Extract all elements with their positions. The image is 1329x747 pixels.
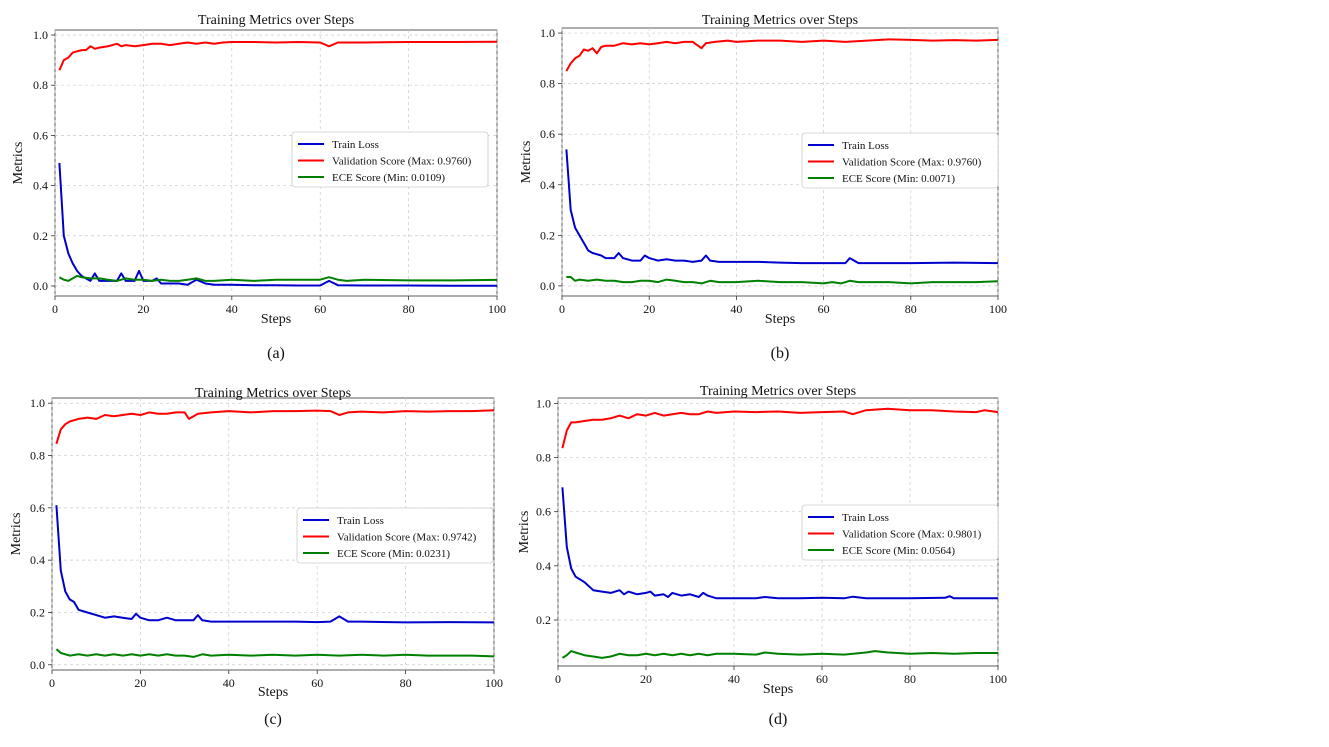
x-tick-label: 20 [134,676,146,690]
legend-label: Train Loss [337,515,384,527]
x-tick-label: 20 [640,672,652,686]
legend-label: Train Loss [842,140,889,152]
x-tick-label: 100 [989,672,1007,686]
train-loss-line [561,487,998,600]
y-tick-label: 1.0 [540,26,555,40]
y-tick-label: 0.8 [33,78,48,92]
y-tick-label: 1.0 [30,396,45,410]
x-axis-label: Steps [261,312,291,327]
y-tick-label: 0.6 [536,505,551,519]
legend: Train Loss Validation Score (Max: 0.9760)… [291,131,489,188]
y-tick-label: 0.2 [536,613,551,627]
legend-label: ECE Score (Min: 0.0109) [332,172,445,184]
y-tick-label: 1.0 [33,28,48,42]
y-axis-label: Metrics [517,511,532,554]
ece-score-line [566,276,999,285]
x-tick-label: 40 [223,676,235,690]
x-tick-label: 40 [730,302,742,316]
x-tick-label: 40 [728,672,740,686]
legend-label: Validation Score (Max: 0.9760) [332,156,472,168]
y-tick-label: 0.4 [536,559,551,573]
x-tick-label: 100 [989,302,1007,316]
y-tick-label: 0.6 [30,501,45,515]
y-axis-label: Metrics [11,142,26,185]
x-tick-label: 60 [818,302,830,316]
x-tick-label: 0 [559,302,565,316]
validation-score-line [561,407,999,449]
legend: Train Loss Validation Score (Max: 0.9801)… [801,504,999,561]
y-tick-label: 0.4 [33,179,48,193]
validation-score-line [55,409,495,445]
legend-label: Validation Score (Max: 0.9760) [842,157,982,169]
x-tick-label: 20 [643,302,655,316]
y-tick-label: 0.2 [540,228,555,242]
y-tick-label: 0.6 [540,127,555,141]
y-tick-label: 0.6 [33,128,48,142]
x-tick-label: 0 [52,302,58,316]
legend-label: ECE Score (Min: 0.0564) [842,545,955,557]
chart-panel-3: 0 20 40 60 80 100 0.0 0.2 0.4 0.6 0.8 1.0 Training M… [9,386,503,728]
train-loss-line [55,505,495,624]
x-axis-label: Steps [765,312,795,327]
y-tick-label: 0.2 [33,229,48,243]
y-tick-label: 0.4 [540,178,555,192]
legend-label: Train Loss [332,139,379,151]
legend-box [801,504,999,561]
legend: Train Loss Validation Score (Max: 0.9760)… [801,132,999,189]
x-tick-label: 80 [904,672,916,686]
y-axis-label: Metrics [9,513,24,556]
y-tick-label: 1.0 [536,396,551,410]
ece-score-line [55,648,495,658]
legend-label: Validation Score (Max: 0.9801) [842,529,982,541]
chart-panel-1: 0 20 40 60 80 100 0.0 0.2 0.4 0.6 0.8 1.0 Training M… [11,13,506,362]
chart-panel-4: 0 20 40 60 80 100 0.2 0.4 0.6 0.8 1.0 Training Metr… [517,384,1007,728]
chart-title: Training Metrics over Steps [195,386,351,401]
legend-box [296,507,494,564]
y-tick-label: 0.8 [30,449,45,463]
x-tick-label: 60 [816,672,828,686]
x-tick-label: 40 [226,302,238,316]
y-axis-label: Metrics [519,141,534,184]
legend-label: ECE Score (Min: 0.0071) [842,173,955,185]
y-tick-label: 0.8 [536,451,551,465]
chart-title: Training Metrics over Steps [198,13,354,28]
x-tick-label: 20 [137,302,149,316]
legend-label: ECE Score (Min: 0.0231) [337,548,450,560]
legend-box [291,131,489,188]
y-tick-label: 0.0 [540,279,555,293]
x-tick-label: 0 [555,672,561,686]
ece-score-line [58,274,498,282]
x-tick-label: 0 [49,676,55,690]
y-tick-label: 0.2 [30,605,45,619]
legend-box [801,132,999,189]
train-loss-line [565,149,999,265]
validation-score-line [58,40,498,71]
legend: Train Loss Validation Score (Max: 0.9742)… [296,507,494,564]
x-tick-label: 100 [488,302,506,316]
x-tick-label: 80 [905,302,917,316]
legend-label: Train Loss [842,512,889,524]
panel-caption: (b) [771,345,790,362]
x-tick-label: 80 [400,676,412,690]
ece-score-line [561,650,998,659]
y-tick-label: 0.0 [33,279,48,293]
x-tick-label: 60 [314,302,326,316]
y-tick-label: 0.0 [30,658,45,672]
y-tick-label: 0.8 [540,77,555,91]
legend-label: Validation Score (Max: 0.9742) [337,532,477,544]
x-tick-label: 60 [311,676,323,690]
y-tick-label: 0.4 [30,553,45,567]
panel-caption: (c) [264,711,282,728]
validation-score-line [565,38,999,72]
x-tick-label: 100 [485,676,503,690]
x-axis-label: Steps [763,682,793,697]
panel-caption: (a) [267,345,285,362]
chart-title: Training Metrics over Steps [700,384,856,399]
x-tick-label: 80 [403,302,415,316]
chart-title: Training Metrics over Steps [702,13,858,28]
chart-panel-2: 0 20 40 60 80 100 0.0 0.2 0.4 0.6 0.8 1.0 Training M… [519,13,1007,362]
x-axis-label: Steps [258,685,288,700]
panel-caption: (d) [769,711,788,728]
